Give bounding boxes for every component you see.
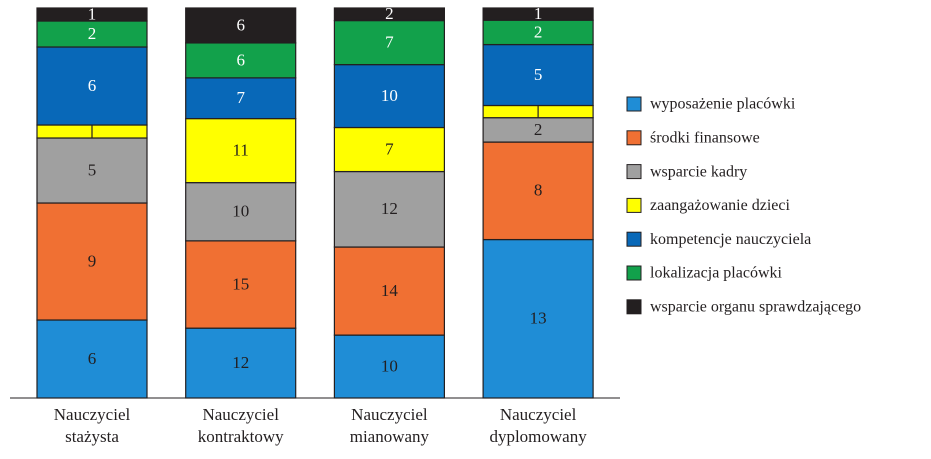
legend-label: kompetencje nauczyciela — [650, 231, 811, 248]
value-label: 10 — [232, 202, 249, 221]
value-label: 6 — [236, 50, 245, 69]
value-label: 1 — [88, 4, 97, 23]
value-label: 7 — [385, 33, 394, 52]
legend-label: zaangażowanie dzieci — [650, 197, 790, 214]
value-label: 6 — [88, 349, 97, 368]
legend-swatch — [626, 197, 642, 213]
value-label: 7 — [236, 88, 245, 107]
bar-segment — [185, 42, 297, 79]
bar-segment — [482, 7, 594, 21]
value-label: 10 — [381, 356, 398, 375]
legend-swatch — [626, 265, 642, 281]
bar-segment — [333, 334, 445, 399]
bar-segment — [185, 240, 297, 329]
value-label: 12 — [232, 353, 249, 372]
bar-segment — [185, 182, 297, 242]
bar-segment — [333, 126, 445, 173]
value-label: 6 — [88, 76, 97, 95]
value-label: 10 — [381, 86, 398, 105]
x-tick-label: Nauczyciel kontraktowy — [198, 405, 284, 446]
value-label: 2 — [88, 24, 97, 43]
value-label: 2 — [534, 120, 543, 139]
value-label: 15 — [232, 274, 249, 293]
bar-segment — [36, 20, 148, 48]
value-label: 2 — [534, 22, 543, 41]
value-label: 14 — [381, 281, 399, 300]
value-label: 2 — [385, 4, 394, 23]
bar-segment — [185, 7, 297, 44]
legend-swatch — [626, 299, 642, 315]
value-label: 8 — [534, 181, 543, 200]
bar-segment — [482, 141, 594, 241]
bar-segment — [333, 19, 445, 66]
value-label: 1 — [534, 4, 543, 23]
legend-label: wsparcie organu sprawdzającego — [650, 298, 861, 315]
bar-segment — [333, 64, 445, 129]
value-label: 5 — [88, 160, 97, 179]
legend-label: wsparcie kadry — [650, 163, 747, 180]
bar-segment — [482, 238, 594, 399]
value-label: 12 — [381, 199, 398, 218]
bar-segment — [36, 202, 148, 321]
bar-segment — [333, 7, 445, 22]
value-label: 13 — [530, 309, 547, 328]
legend-swatch — [626, 96, 642, 112]
bar-segment — [185, 327, 297, 399]
legend-swatch — [626, 164, 642, 180]
x-tick-label: Nauczyciel dyplomowany — [489, 405, 587, 446]
bar-segment — [36, 7, 148, 22]
legend-label: lokalizacja placówki — [650, 265, 782, 282]
value-label: 11 — [233, 141, 249, 160]
bar-segment — [36, 46, 148, 126]
bar-segment — [185, 77, 297, 120]
legend-label: wyposażenie placówki — [650, 96, 796, 113]
bar-segment — [333, 246, 445, 336]
bar-segment — [482, 19, 594, 46]
legend-swatch — [626, 231, 642, 247]
legend-swatch — [626, 130, 642, 146]
legend-label: środki finansowe — [650, 129, 760, 146]
bar-segment — [333, 170, 445, 248]
bar-segment — [185, 117, 297, 184]
x-tick-label: Nauczyciel mianowany — [350, 405, 430, 446]
value-label: 9 — [88, 251, 97, 270]
value-label: 7 — [385, 139, 394, 158]
x-tick-label: Nauczyciel stażysta — [54, 405, 131, 446]
bar-segment — [36, 319, 148, 399]
value-label: 5 — [534, 65, 543, 84]
value-label: 6 — [236, 15, 245, 34]
